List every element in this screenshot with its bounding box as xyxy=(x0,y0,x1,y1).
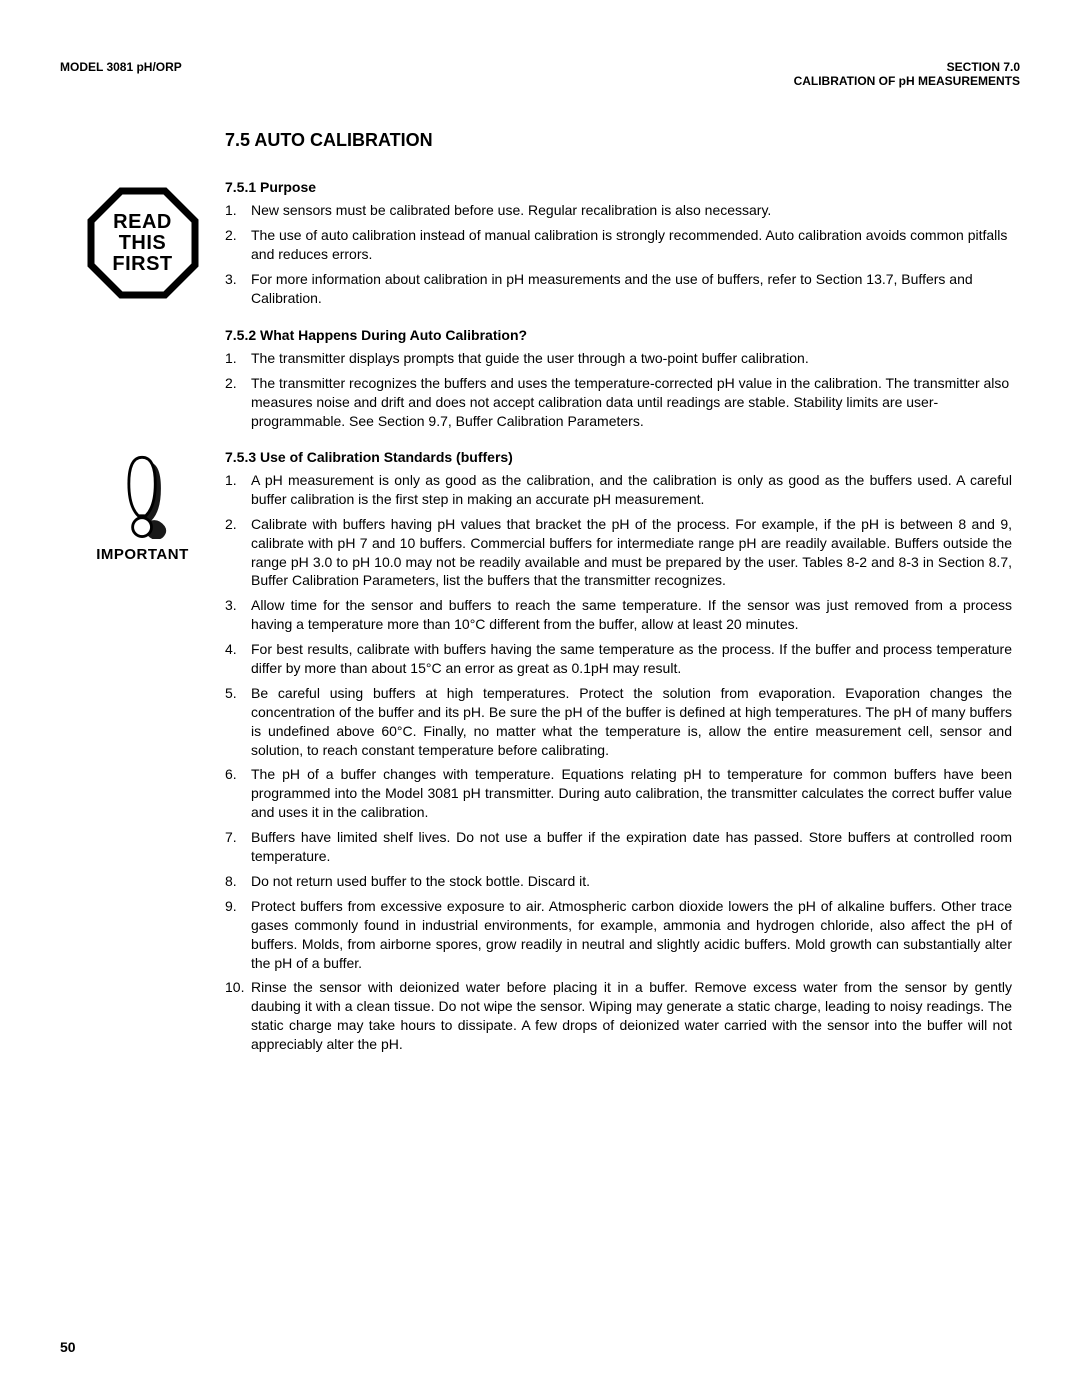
list-item: Do not return used buffer to the stock b… xyxy=(251,872,1012,891)
list-num: 2. xyxy=(225,226,251,264)
list-num: 1. xyxy=(225,349,251,368)
octagon-line1: READ xyxy=(113,212,172,233)
octagon-line2: THIS xyxy=(119,233,167,254)
icon-column-2: IMPORTANT xyxy=(60,447,225,563)
list-item: Calibrate with buffers having pH values … xyxy=(251,515,1012,591)
heading-752: 7.5.2 What Happens During Auto Calibrati… xyxy=(225,327,1012,343)
list-num: 9. xyxy=(225,897,251,973)
list-item: A pH measurement is only as good as the … xyxy=(251,471,1012,509)
important-label: IMPORTANT xyxy=(78,546,208,563)
list-num: 10. xyxy=(225,978,251,1054)
block-buffers: IMPORTANT 7.5.3 Use of Calibration Stand… xyxy=(60,447,1020,1060)
list-num: 1. xyxy=(225,471,251,509)
list-item: Protect buffers from excessive exposure … xyxy=(251,897,1012,973)
list-item: For more information about calibration i… xyxy=(251,270,1012,308)
page-number: 50 xyxy=(60,1339,76,1355)
heading-753: 7.5.3 Use of Calibration Standards (buff… xyxy=(225,449,1012,465)
list-num: 1. xyxy=(225,201,251,220)
list-item: The transmitter recognizes the buffers a… xyxy=(251,374,1012,431)
header-right: SECTION 7.0 CALIBRATION OF pH MEASUREMEN… xyxy=(794,60,1020,88)
list-751: 1.New sensors must be calibrated before … xyxy=(225,201,1012,307)
icon-column-1: READ THIS FIRST xyxy=(60,177,225,303)
list-item: Rinse the sensor with deionized water be… xyxy=(251,978,1012,1054)
list-item: The use of auto calibration instead of m… xyxy=(251,226,1012,264)
list-752: 1.The transmitter displays prompts that … xyxy=(225,349,1012,431)
list-item: New sensors must be calibrated before us… xyxy=(251,201,1012,220)
text-column-1: 7.5.1 Purpose 1.New sensors must be cali… xyxy=(225,177,1020,437)
list-num: 5. xyxy=(225,684,251,760)
list-num: 6. xyxy=(225,765,251,822)
list-num: 3. xyxy=(225,596,251,634)
important-icon: IMPORTANT xyxy=(78,453,208,563)
list-num: 8. xyxy=(225,872,251,891)
read-this-first-icon: READ THIS FIRST xyxy=(83,183,203,303)
list-item: Be careful using buffers at high tempera… xyxy=(251,684,1012,760)
list-item: The transmitter displays prompts that gu… xyxy=(251,349,1012,368)
list-item: For best results, calibrate with buffers… xyxy=(251,640,1012,678)
heading-751: 7.5.1 Purpose xyxy=(225,179,1012,195)
octagon-line3: FIRST xyxy=(112,254,172,275)
header-subtitle: CALIBRATION OF pH MEASUREMENTS xyxy=(794,74,1020,88)
header-left: MODEL 3081 pH/ORP xyxy=(60,60,182,88)
block-purpose: READ THIS FIRST 7.5.1 Purpose 1.New sens… xyxy=(60,177,1020,437)
list-item: Buffers have limited shelf lives. Do not… xyxy=(251,828,1012,866)
list-num: 7. xyxy=(225,828,251,866)
section-title: 7.5 AUTO CALIBRATION xyxy=(225,130,1020,151)
list-753: 1.A pH measurement is only as good as th… xyxy=(225,471,1012,1054)
list-num: 2. xyxy=(225,515,251,591)
text-column-2: 7.5.3 Use of Calibration Standards (buff… xyxy=(225,447,1020,1060)
list-item: Allow time for the sensor and buffers to… xyxy=(251,596,1012,634)
page-header: MODEL 3081 pH/ORP SECTION 7.0 CALIBRATIO… xyxy=(60,60,1020,88)
octagon-text: READ THIS FIRST xyxy=(83,183,203,303)
list-num: 4. xyxy=(225,640,251,678)
list-num: 2. xyxy=(225,374,251,431)
list-num: 3. xyxy=(225,270,251,308)
list-item: The pH of a buffer changes with temperat… xyxy=(251,765,1012,822)
header-section: SECTION 7.0 xyxy=(794,60,1020,74)
